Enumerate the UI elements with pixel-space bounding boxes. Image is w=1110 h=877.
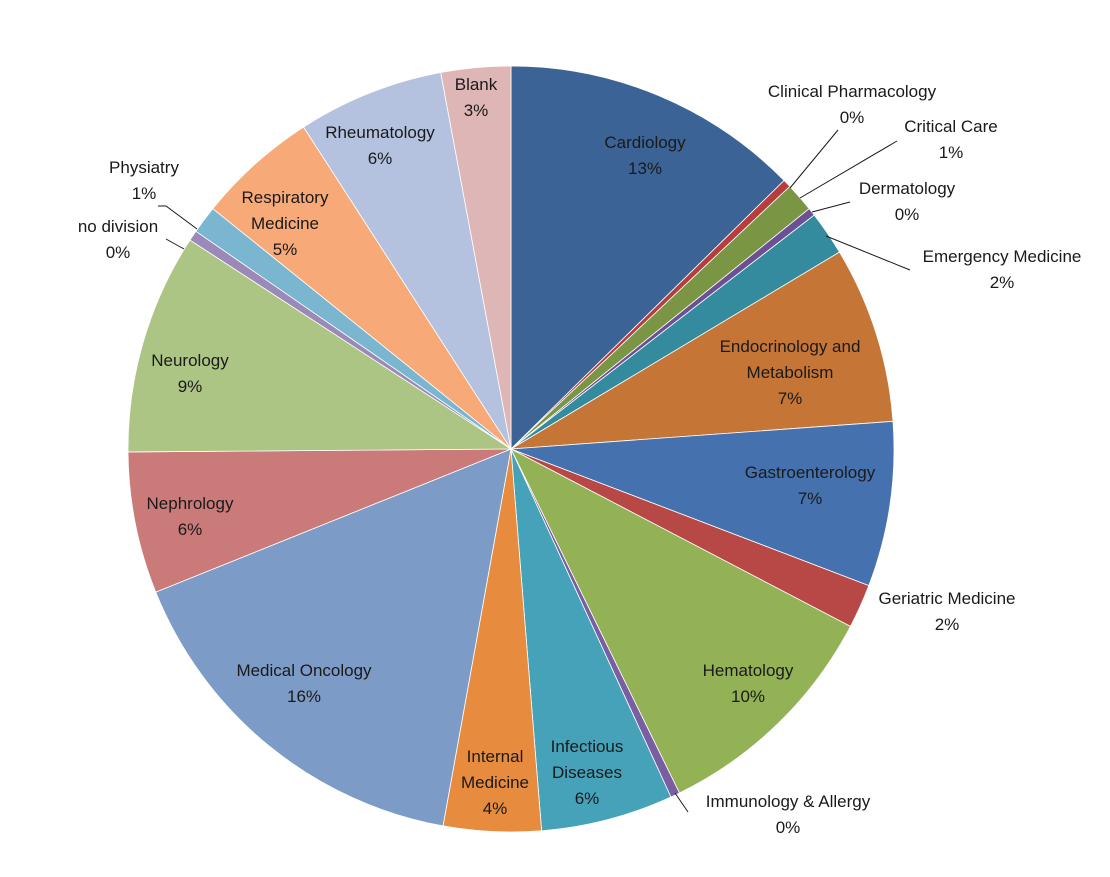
slice-label-emergency-medicine: Emergency Medicine 2% [923,247,1082,292]
slice-label-rheumatology: Rheumatology 6% [325,123,435,168]
slice-name-geriatric-medicine: Geriatric Medicine [879,589,1016,608]
leader-line-immunology-and-allergy [674,792,689,813]
slice-label-endocrinology-and-metabolism: Endocrinology and Metabolism 7% [720,337,861,408]
slice-name-hematology: Hematology [703,661,794,680]
slice-percent-neurology: 9% [178,377,203,396]
pie-labels: Cardiology 13% Clinical Pharmacology 0% Crit… [78,75,1082,837]
leader-line-emergency-medicine [825,235,911,271]
slice-name-physiatry: Physiatry [109,158,179,177]
slice-label-gastroenterology: Gastroenterology 7% [745,463,876,508]
slice-name-dermatology: Dermatology [859,179,956,198]
slice-name-no-division: no division [78,217,158,236]
pie-slice-cardiology [510,65,785,450]
slice-name-internal-medicine-1: Internal [467,747,524,766]
slice-label-medical-oncology: Medical Oncology 16% [236,661,372,706]
leader-lines [158,129,911,813]
slice-percent-respiratory-medicine: 5% [273,240,298,259]
slice-name-gastroenterology: Gastroenterology [745,463,876,482]
pie-slices [127,65,895,833]
slice-percent-critical-care: 1% [939,143,964,162]
slice-name-endocrinology-and-metabolism-1: Endocrinology and [720,337,861,356]
slice-label-nephrology: Nephrology 6% [147,494,234,539]
pie-slice-gastroenterology [510,420,895,587]
leader-line-dermatology [811,201,851,213]
pie-slice-endocrinology-and-metabolism [510,251,894,450]
slice-label-geriatric-medicine: Geriatric Medicine 2% [879,589,1016,634]
slice-name-clinical-pharmacology: Clinical Pharmacology [768,82,937,101]
leader-line-critical-care [799,140,898,199]
slice-percent-medical-oncology: 16% [287,687,321,706]
slice-percent-geriatric-medicine: 2% [935,615,960,634]
slice-percent-infectious-diseases: 6% [575,789,600,808]
slice-label-blank: Blank 3% [455,75,498,120]
slice-percent-endocrinology-and-metabolism: 7% [778,389,803,408]
slice-percent-physiatry: 1% [132,184,157,203]
slice-name-endocrinology-and-metabolism-2: Metabolism [747,363,834,382]
slice-percent-cardiology: 13% [628,159,662,178]
slice-label-physiatry: Physiatry 1% [109,158,179,203]
slice-name-critical-care: Critical Care [904,117,998,136]
slice-label-hematology: Hematology 10% [703,661,794,706]
slice-label-immunology-and-allergy: Immunology & Allergy 0% [706,792,871,837]
slice-percent-rheumatology: 6% [368,149,393,168]
slice-name-emergency-medicine: Emergency Medicine [923,247,1082,266]
slice-name-rheumatology: Rheumatology [325,123,435,142]
pie-slice-medical-oncology [155,448,512,827]
slice-percent-nephrology: 6% [178,520,203,539]
slice-label-critical-care: Critical Care 1% [904,117,998,162]
pie-slice-blank [440,65,512,450]
leader-line-clinical-pharmacology [789,129,839,189]
slice-percent-hematology: 10% [731,687,765,706]
slice-label-dermatology: Dermatology 0% [859,179,956,224]
slice-label-clinical-pharmacology: Clinical Pharmacology 0% [768,82,937,127]
slice-label-neurology: Neurology 9% [151,351,229,396]
slice-name-medical-oncology: Medical Oncology [236,661,372,680]
slice-percent-internal-medicine: 4% [483,799,508,818]
slice-percent-blank: 3% [464,101,489,120]
slice-name-infectious-diseases-2: Diseases [552,763,622,782]
slice-name-internal-medicine-2: Medicine [461,773,529,792]
slice-name-respiratory-medicine-2: Medicine [251,214,319,233]
leader-line-no-division [165,238,185,250]
slice-percent-immunology-and-allergy: 0% [776,818,801,837]
pie-slice-neurology [127,239,513,453]
slice-label-infectious-diseases: Infectious Diseases 6% [551,737,624,808]
slice-name-nephrology: Nephrology [147,494,234,513]
leader-line-physiatry [158,205,198,230]
slice-name-respiratory-medicine-1: Respiratory [242,188,329,207]
slice-name-blank: Blank [455,75,498,94]
slice-percent-gastroenterology: 7% [798,489,823,508]
slice-percent-dermatology: 0% [895,205,920,224]
slice-label-no-division: no division 0% [78,217,158,262]
slice-label-internal-medicine: Internal Medicine 4% [461,747,529,818]
slice-label-respiratory-medicine: Respiratory Medicine 5% [242,188,329,259]
slice-label-cardiology: Cardiology 13% [604,133,686,178]
slice-name-neurology: Neurology [151,351,229,370]
slice-percent-no-division: 0% [106,243,131,262]
slice-name-infectious-diseases-1: Infectious [551,737,624,756]
slice-name-cardiology: Cardiology [604,133,686,152]
pie-slice-hematology [510,448,851,794]
pie-slice-rheumatology [303,72,512,450]
slice-percent-emergency-medicine: 2% [990,273,1015,292]
pie-slice-infectious-diseases [510,448,672,832]
slice-percent-clinical-pharmacology: 0% [840,108,865,127]
pie-slice-nephrology [127,448,512,593]
slice-name-immunology-and-allergy: Immunology & Allergy [706,792,871,811]
